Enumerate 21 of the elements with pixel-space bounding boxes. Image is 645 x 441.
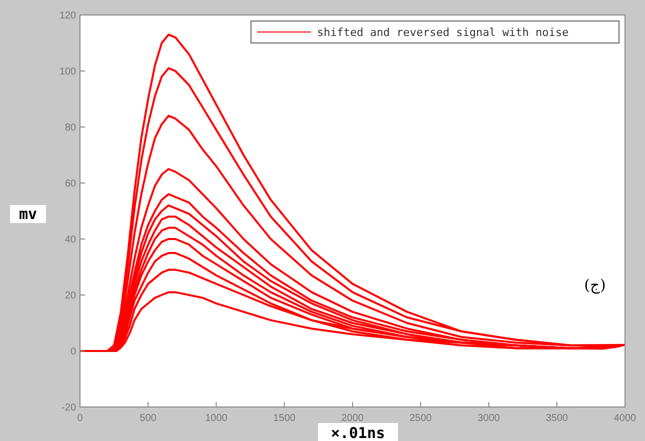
y-tick-label: 120 — [59, 10, 76, 22]
y-tick-label: -20 — [62, 402, 76, 414]
x-tick-label: 4000 — [614, 413, 637, 424]
x-tick-label: 2500 — [410, 413, 432, 424]
x-tick-label: 1000 — [205, 413, 228, 424]
x-tick-label: 2000 — [341, 413, 364, 424]
x-tick-label: 1500 — [273, 413, 296, 424]
y-tick-label: 80 — [64, 122, 76, 134]
x-tick-label: 3000 — [478, 413, 500, 424]
legend-label: shifted and reversed signal with noise — [317, 26, 569, 39]
y-tick-label: 100 — [59, 66, 76, 78]
x-tick-label: 3500 — [546, 413, 568, 424]
y-axis-title: mv — [18, 205, 38, 223]
x-tick-label: 0 — [77, 413, 84, 424]
y-tick-label: 60 — [64, 178, 76, 190]
y-tick-label: 20 — [64, 290, 76, 302]
y-tick-label: 0 — [70, 346, 76, 358]
x-axis-title: ×.01ns — [330, 424, 386, 441]
annotation: (ج) — [584, 276, 606, 294]
y-tick-label: 40 — [64, 234, 76, 246]
x-tick-label: 500 — [140, 413, 157, 424]
